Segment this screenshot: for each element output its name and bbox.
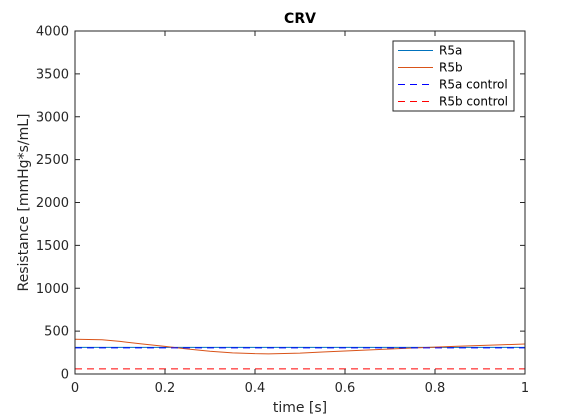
axes-layer: 0 0.2 0.4 0.6 0.8 1 0 500 1000 1500 2000 2500 3000 35…	[36, 25, 529, 397]
series-layer	[74, 338, 526, 370]
legend-label: R5a	[439, 44, 462, 58]
series-line-2	[74, 338, 526, 355]
y-tick-label: 1000	[36, 282, 69, 297]
legend-label: R5b	[439, 61, 463, 75]
x-tick-label: 1	[521, 381, 529, 396]
y-tick-label: 3500	[36, 67, 69, 82]
legend: R5a R5b R5a control R5b control	[392, 40, 515, 112]
x-tick-label: 0.6	[335, 381, 356, 396]
x-tick-label: 0.2	[155, 381, 176, 396]
x-tick-label: 0.4	[245, 381, 266, 396]
y-tick-label: 3000	[36, 110, 69, 125]
y-axis-title: Resistance [mmHg*s/mL]	[16, 114, 32, 292]
legend-label: R5a control	[439, 78, 508, 92]
legend-label: R5b control	[439, 95, 508, 109]
x-axis-title: time [s]	[273, 400, 327, 416]
y-tick-label: 4000	[36, 25, 69, 40]
y-tick-label: 0	[61, 368, 69, 383]
chart-title: CRV	[284, 11, 316, 27]
x-tick-label: 0	[71, 381, 79, 396]
y-tick-label: 1500	[36, 239, 69, 254]
y-tick-label: 500	[44, 325, 69, 340]
y-tick-label: 2500	[36, 153, 69, 168]
legend-box	[392, 40, 515, 112]
y-tick-label: 2000	[36, 196, 69, 211]
x-tick-label: 0.8	[425, 381, 446, 396]
